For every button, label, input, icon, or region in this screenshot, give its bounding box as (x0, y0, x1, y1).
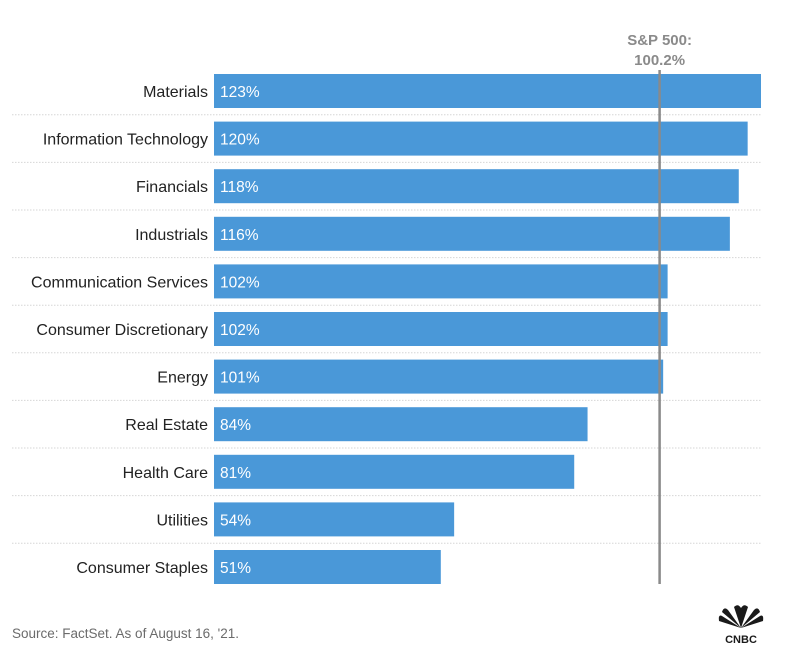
category-label: Communication Services (31, 274, 208, 291)
category-label: Consumer Staples (76, 560, 208, 577)
reference-line-label-2: 100.2% (634, 52, 685, 69)
bar-industrials (214, 216, 730, 251)
value-label: 116% (220, 227, 259, 244)
category-labels: Materials Information Technology Financial… (31, 84, 208, 577)
bar-materials (214, 74, 761, 108)
peacock-logo-icon: CNBC (716, 604, 766, 646)
category-label: Health Care (123, 465, 208, 482)
category-label: Financials (136, 179, 208, 196)
category-label: Consumer Discretionary (36, 322, 208, 339)
category-label: Real Estate (125, 417, 208, 434)
category-label: Information Technology (43, 132, 208, 149)
value-label: 102% (220, 274, 260, 291)
value-label: 123% (220, 84, 260, 101)
bar-chart: Materials Information Technology Financial… (12, 32, 762, 584)
value-label: 120% (220, 132, 260, 149)
logo-text: CNBC (725, 634, 757, 646)
value-label: 118% (220, 179, 259, 196)
bars-group (214, 74, 761, 584)
value-labels: 123% 120% 118% 116% 102% 102% 101% 84% 81% 54% 51% (220, 84, 260, 577)
value-label: 101% (220, 370, 260, 387)
category-label: Utilities (156, 512, 208, 529)
value-label: 81% (220, 465, 251, 482)
bar-real-estate (214, 407, 588, 442)
bar-information-technology (214, 121, 748, 156)
bar-utilities (214, 502, 455, 537)
bar-communication-services (214, 264, 668, 299)
category-label: Materials (143, 84, 208, 101)
value-label: 54% (220, 512, 251, 529)
bar-consumer-discretionary (214, 312, 668, 346)
bar-energy (214, 359, 664, 394)
value-label: 84% (220, 417, 251, 434)
value-label: 51% (220, 560, 251, 577)
category-label: Industrials (135, 227, 208, 244)
row-separators (12, 114, 762, 544)
bar-health-care (214, 454, 575, 489)
bar-consumer-staples (214, 550, 441, 584)
reference-line-label-1: S&P 500: (627, 32, 692, 49)
category-label: Energy (157, 370, 208, 387)
value-label: 102% (220, 322, 260, 339)
source-note: Source: FactSet. As of August 16, '21. (12, 626, 239, 641)
bar-financials (214, 169, 739, 204)
